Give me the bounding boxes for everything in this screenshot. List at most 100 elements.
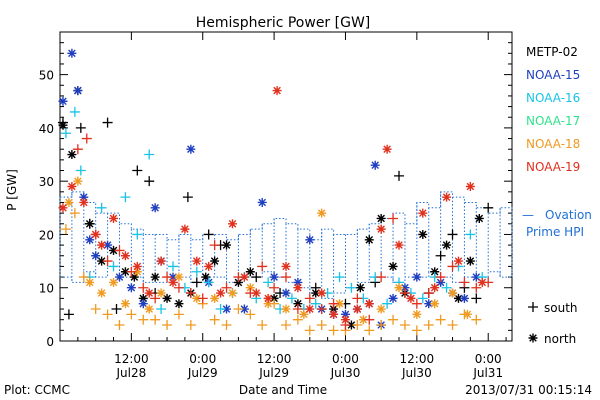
north-marker (335, 299, 345, 309)
north-marker (210, 293, 220, 303)
x-tick-label: 0:00 (189, 352, 216, 366)
plot-area: 0102030405012:00Jul280:00Jul2912:00Jul29… (39, 31, 513, 380)
timestamp: 2013/07/31 00:15:14 (465, 383, 592, 397)
south-marker (90, 229, 101, 240)
north-marker (180, 224, 190, 234)
south-marker (203, 277, 214, 288)
north-marker (186, 144, 196, 154)
north-marker (317, 208, 327, 218)
north-marker (201, 272, 211, 282)
north-marker (227, 219, 237, 229)
north-marker (412, 272, 422, 282)
south-marker (185, 288, 196, 299)
south-marker (316, 304, 327, 315)
series-noaa-19-south (72, 133, 494, 331)
y-tick-label: 0 (46, 335, 54, 349)
north-marker (97, 288, 107, 298)
south-marker (346, 282, 357, 293)
south-marker (483, 277, 494, 288)
north-marker (388, 293, 398, 303)
south-marker (191, 266, 202, 277)
north-marker (67, 182, 77, 191)
north-marker (352, 304, 362, 314)
south-marker (388, 213, 399, 224)
south-marker (447, 261, 458, 272)
x-tick-date: Jul30 (330, 366, 361, 380)
north-marker (263, 293, 273, 303)
north-marker (73, 86, 83, 96)
series-metp-02-north (58, 86, 484, 330)
north-marker (370, 160, 380, 170)
north-marker (109, 213, 119, 223)
south-marker (108, 261, 119, 272)
north-marker (257, 197, 267, 207)
south-marker (173, 309, 184, 320)
north-marker (251, 288, 261, 298)
south-marker (162, 272, 173, 283)
north-marker (394, 283, 404, 293)
north-marker (210, 256, 220, 266)
north-marker (311, 288, 321, 298)
south-marker (352, 293, 363, 304)
south-marker (376, 320, 387, 331)
y-axis-label: P [GW] (5, 169, 19, 211)
north-marker (436, 277, 446, 287)
north-marker (222, 304, 232, 314)
south-marker (281, 320, 291, 331)
north-marker (418, 208, 428, 218)
south-marker (75, 165, 86, 176)
north-marker (97, 256, 107, 266)
north-marker (138, 293, 148, 303)
south-marker (132, 229, 143, 240)
north-marker (355, 283, 365, 293)
south-marker (447, 229, 458, 240)
north-marker (453, 293, 463, 303)
south-marker (334, 272, 345, 283)
south-marker (417, 293, 428, 304)
south-marker (471, 314, 482, 325)
north-marker (471, 272, 481, 282)
north-marker (430, 267, 440, 277)
south-marker (328, 325, 339, 336)
north-marker (174, 272, 184, 282)
south-marker (257, 320, 268, 331)
north-marker (114, 272, 124, 282)
south-marker (269, 298, 280, 309)
north-marker (222, 240, 232, 250)
north-marker (340, 315, 350, 325)
south-marker (132, 165, 143, 176)
south-marker (185, 320, 196, 331)
south-marker (203, 229, 214, 240)
north-marker (204, 261, 214, 271)
series-metp-02-south (57, 117, 494, 320)
south-marker (102, 309, 113, 320)
south-marker (215, 304, 226, 315)
south-marker (60, 224, 71, 235)
north-marker (340, 309, 350, 319)
south-marker (150, 293, 161, 304)
south-marker (382, 298, 393, 309)
south-marker (399, 288, 410, 299)
y-tick-label: 30 (39, 175, 54, 189)
x-tick-date: Jul30 (401, 366, 432, 380)
x-axis-label: Date and Time (239, 383, 327, 397)
north-marker (418, 229, 428, 239)
legend-item: NOAA-15 (526, 68, 580, 82)
north-marker (58, 96, 68, 106)
south-marker (144, 176, 155, 187)
north-marker (73, 176, 83, 186)
south-marker (310, 298, 321, 309)
north-marker (64, 197, 74, 207)
south-marker (81, 133, 92, 144)
south-marker (75, 122, 86, 133)
north-marker (192, 293, 202, 303)
north-marker (144, 288, 154, 298)
north-marker (245, 267, 255, 277)
south-marker (102, 117, 113, 128)
south-marker (364, 325, 375, 336)
north-marker (293, 299, 303, 309)
north-marker (376, 213, 386, 223)
north-marker (144, 304, 154, 314)
north-marker (448, 288, 458, 298)
